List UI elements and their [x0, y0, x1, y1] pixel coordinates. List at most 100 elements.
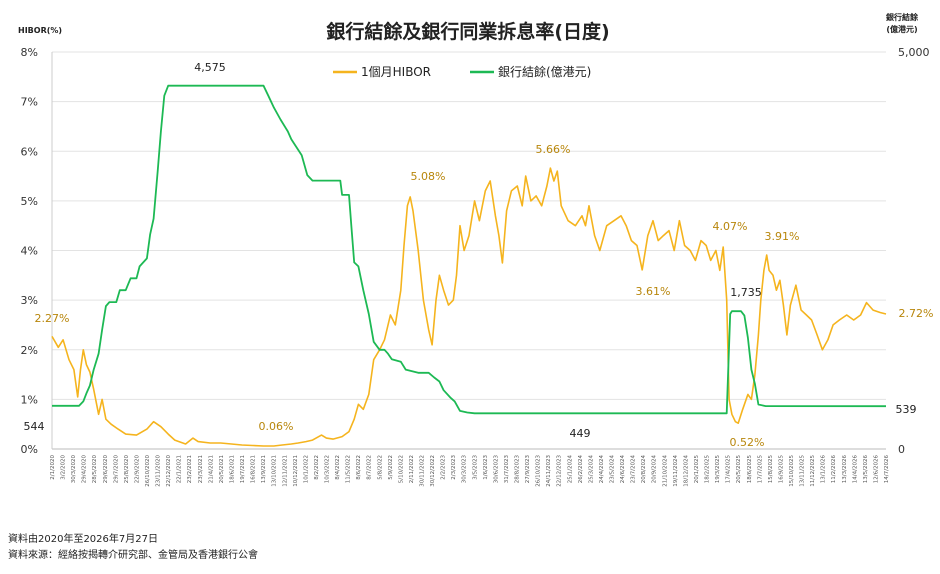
series-line-bank-balance — [52, 84, 887, 415]
y-left-tick-label: 4% — [21, 245, 38, 258]
x-tick-label: 8/6/2022 — [356, 455, 362, 480]
hibor-data-label: 3.91% — [765, 230, 800, 243]
y-left-tick-label: 8% — [21, 46, 38, 59]
x-tick-label: 11/12/2025 — [810, 455, 816, 487]
x-tick-label: 30/3/2023 — [462, 455, 468, 484]
y-right-axis-label-line2: (億港元) — [886, 24, 917, 34]
hibor-data-label: 0.06% — [259, 420, 294, 433]
x-tick-label: 19/3/2025 — [715, 455, 721, 484]
x-tick-label: 22/9/2020 — [134, 455, 140, 484]
x-tick-label: 10/1/2022 — [303, 455, 309, 483]
x-tick-label: 28/8/2023 — [515, 455, 521, 484]
x-tick-label: 5/10/2022 — [398, 455, 404, 483]
y-right-tick-label: 5,000 — [898, 46, 930, 59]
x-tick-label: 2/11/2022 — [409, 455, 415, 483]
x-tick-label: 10/3/2022 — [324, 455, 330, 483]
x-tick-label: 13/11/2025 — [800, 455, 806, 487]
hibor-data-label: 5.66% — [536, 143, 571, 156]
balance-data-label: 4,575 — [194, 61, 226, 74]
legend-hibor-label: 1個月HIBOR — [361, 65, 431, 79]
y-left-tick-label: 2% — [21, 344, 38, 357]
y-right-axis-label-line1: 銀行結餘 — [885, 12, 919, 22]
x-tick-label: 26/10/2023 — [536, 455, 542, 487]
x-tick-label: 20/8/2024 — [641, 455, 647, 484]
x-tick-label: 3/2/2020 — [61, 455, 67, 480]
x-tick-label: 15/8/2025 — [768, 455, 774, 484]
y-left-axis-label: HIBOR(%) — [18, 26, 62, 35]
x-tick-label: 8/4/2022 — [335, 455, 341, 480]
x-tick-label: 14/7/2026 — [884, 455, 890, 484]
x-tick-label: 24/11/2023 — [546, 455, 552, 487]
gridlines — [52, 51, 886, 450]
balance-data-label: 449 — [570, 427, 591, 440]
x-tick-label: 2/1/2020 — [50, 455, 56, 480]
x-tick-label: 15/10/2025 — [789, 455, 795, 487]
x-tick-label: 22/12/2023 — [557, 455, 563, 487]
x-tick-label: 13/9/2021 — [261, 455, 267, 483]
hibor-data-label: 4.07% — [713, 220, 748, 233]
x-tick-label: 26/2/2024 — [578, 455, 584, 484]
x-tick-label: 2/3/2023 — [451, 455, 457, 480]
x-tick-label: 26/10/2020 — [145, 455, 151, 487]
x-tick-label: 30/12/2022 — [430, 455, 436, 487]
x-tick-label: 10/12/2021 — [293, 455, 299, 487]
x-tick-label: 18/6/2025 — [747, 455, 753, 484]
x-tick-label: 19/11/2024 — [673, 455, 679, 487]
x-tick-label: 13/10/2021 — [272, 455, 278, 487]
x-tick-label: 23/11/2020 — [156, 455, 162, 487]
x-tick-label: 20/9/2024 — [652, 455, 658, 484]
x-tick-label: 30/6/2023 — [493, 455, 499, 484]
x-tick-label: 17/7/2025 — [757, 455, 763, 484]
chart: 0% 1% 2% 3% 4% 5% 6% 7% 8% 0 5,000 2/1/2020 3/2/202… — [18, 12, 934, 487]
x-tick-label: 19/7/2021 — [240, 455, 246, 483]
hibor-data-label: 2.72% — [899, 307, 934, 320]
x-tick-label: 5/8/2022 — [377, 455, 383, 480]
balance-data-label: 539 — [896, 403, 917, 416]
y-left-tick-label: 5% — [21, 195, 38, 208]
x-tick-label: 20/1/2025 — [694, 455, 700, 484]
x-tick-label: 23/5/2024 — [610, 455, 616, 484]
x-tick-label: 23/3/2021 — [198, 455, 204, 483]
y-left-tick-label: 7% — [21, 96, 38, 109]
x-tick-label: 8/7/2022 — [367, 455, 373, 480]
axes: 0% 1% 2% 3% 4% 5% 6% 7% 8% 0 5,000 — [21, 46, 930, 456]
x-tick-label: 25/8/2020 — [124, 455, 130, 484]
x-tick-label: 1/6/2023 — [483, 455, 489, 480]
y-left-tick-label: 1% — [21, 393, 38, 406]
footnote-source: 資料來源：經絡按揭轉介研究部、金管局及香港銀行公會 — [8, 550, 258, 561]
y-left-tick-label: 3% — [21, 294, 38, 307]
x-tick-label: 20/5/2025 — [736, 455, 742, 484]
hibor-data-label: 3.61% — [636, 285, 671, 298]
x-tick-label: 16/9/2025 — [778, 455, 784, 484]
x-tick-label: 27/9/2023 — [525, 455, 531, 484]
x-tick-label: 29/6/2020 — [103, 455, 109, 484]
y-left-tick-label: 6% — [21, 145, 38, 158]
hibor-data-label: 2.27% — [35, 312, 70, 325]
x-tick-label: 18/6/2021 — [229, 455, 235, 483]
legend: 1個月HIBOR 銀行結餘(億港元) — [333, 64, 591, 79]
series-line-hibor — [51, 167, 887, 447]
x-tick-label: 24/6/2024 — [620, 455, 626, 484]
x-tick-label: 29/4/2020 — [82, 455, 88, 484]
x-tick-label: 29/7/2020 — [113, 455, 119, 484]
x-tick-label: 18/2/2025 — [705, 455, 711, 484]
x-tick-label: 12/11/2021 — [282, 455, 288, 487]
x-tick-label: 22/12/2020 — [166, 455, 172, 487]
x-tick-label: 13/3/2026 — [842, 455, 848, 484]
annotations: 2.27% 0.06% 5.08% 5.66% 3.61% 4.07% 0.52% 3.91%… — [24, 61, 934, 449]
x-tick-label: 23/7/2024 — [631, 455, 637, 484]
x-tick-label: 21/10/2024 — [662, 455, 668, 487]
x-tick-label: 25/3/2024 — [588, 455, 594, 484]
x-tick-label: 12/6/2026 — [873, 455, 879, 484]
x-tick-label: 30/11/2022 — [419, 455, 425, 487]
balance-data-label: 1,735 — [730, 286, 762, 299]
x-tick-label: 5/9/2022 — [388, 455, 394, 480]
x-tick-label: 18/12/2024 — [683, 455, 689, 487]
chart-title: 銀行結餘及銀行同業拆息率(日度) — [326, 20, 609, 43]
x-tick-label: 11/2/2026 — [831, 455, 837, 484]
x-tick-label: 14/4/2026 — [852, 455, 858, 484]
x-tick-label: 22/1/2021 — [177, 455, 183, 483]
balance-data-label: 544 — [24, 420, 45, 433]
x-tick-labels: 2/1/2020 3/2/2020 30/3/2020 29/4/2020 28/5/2… — [50, 455, 890, 487]
footnote-date-range: 資料由2020年至2026年7月27日 — [8, 534, 158, 545]
